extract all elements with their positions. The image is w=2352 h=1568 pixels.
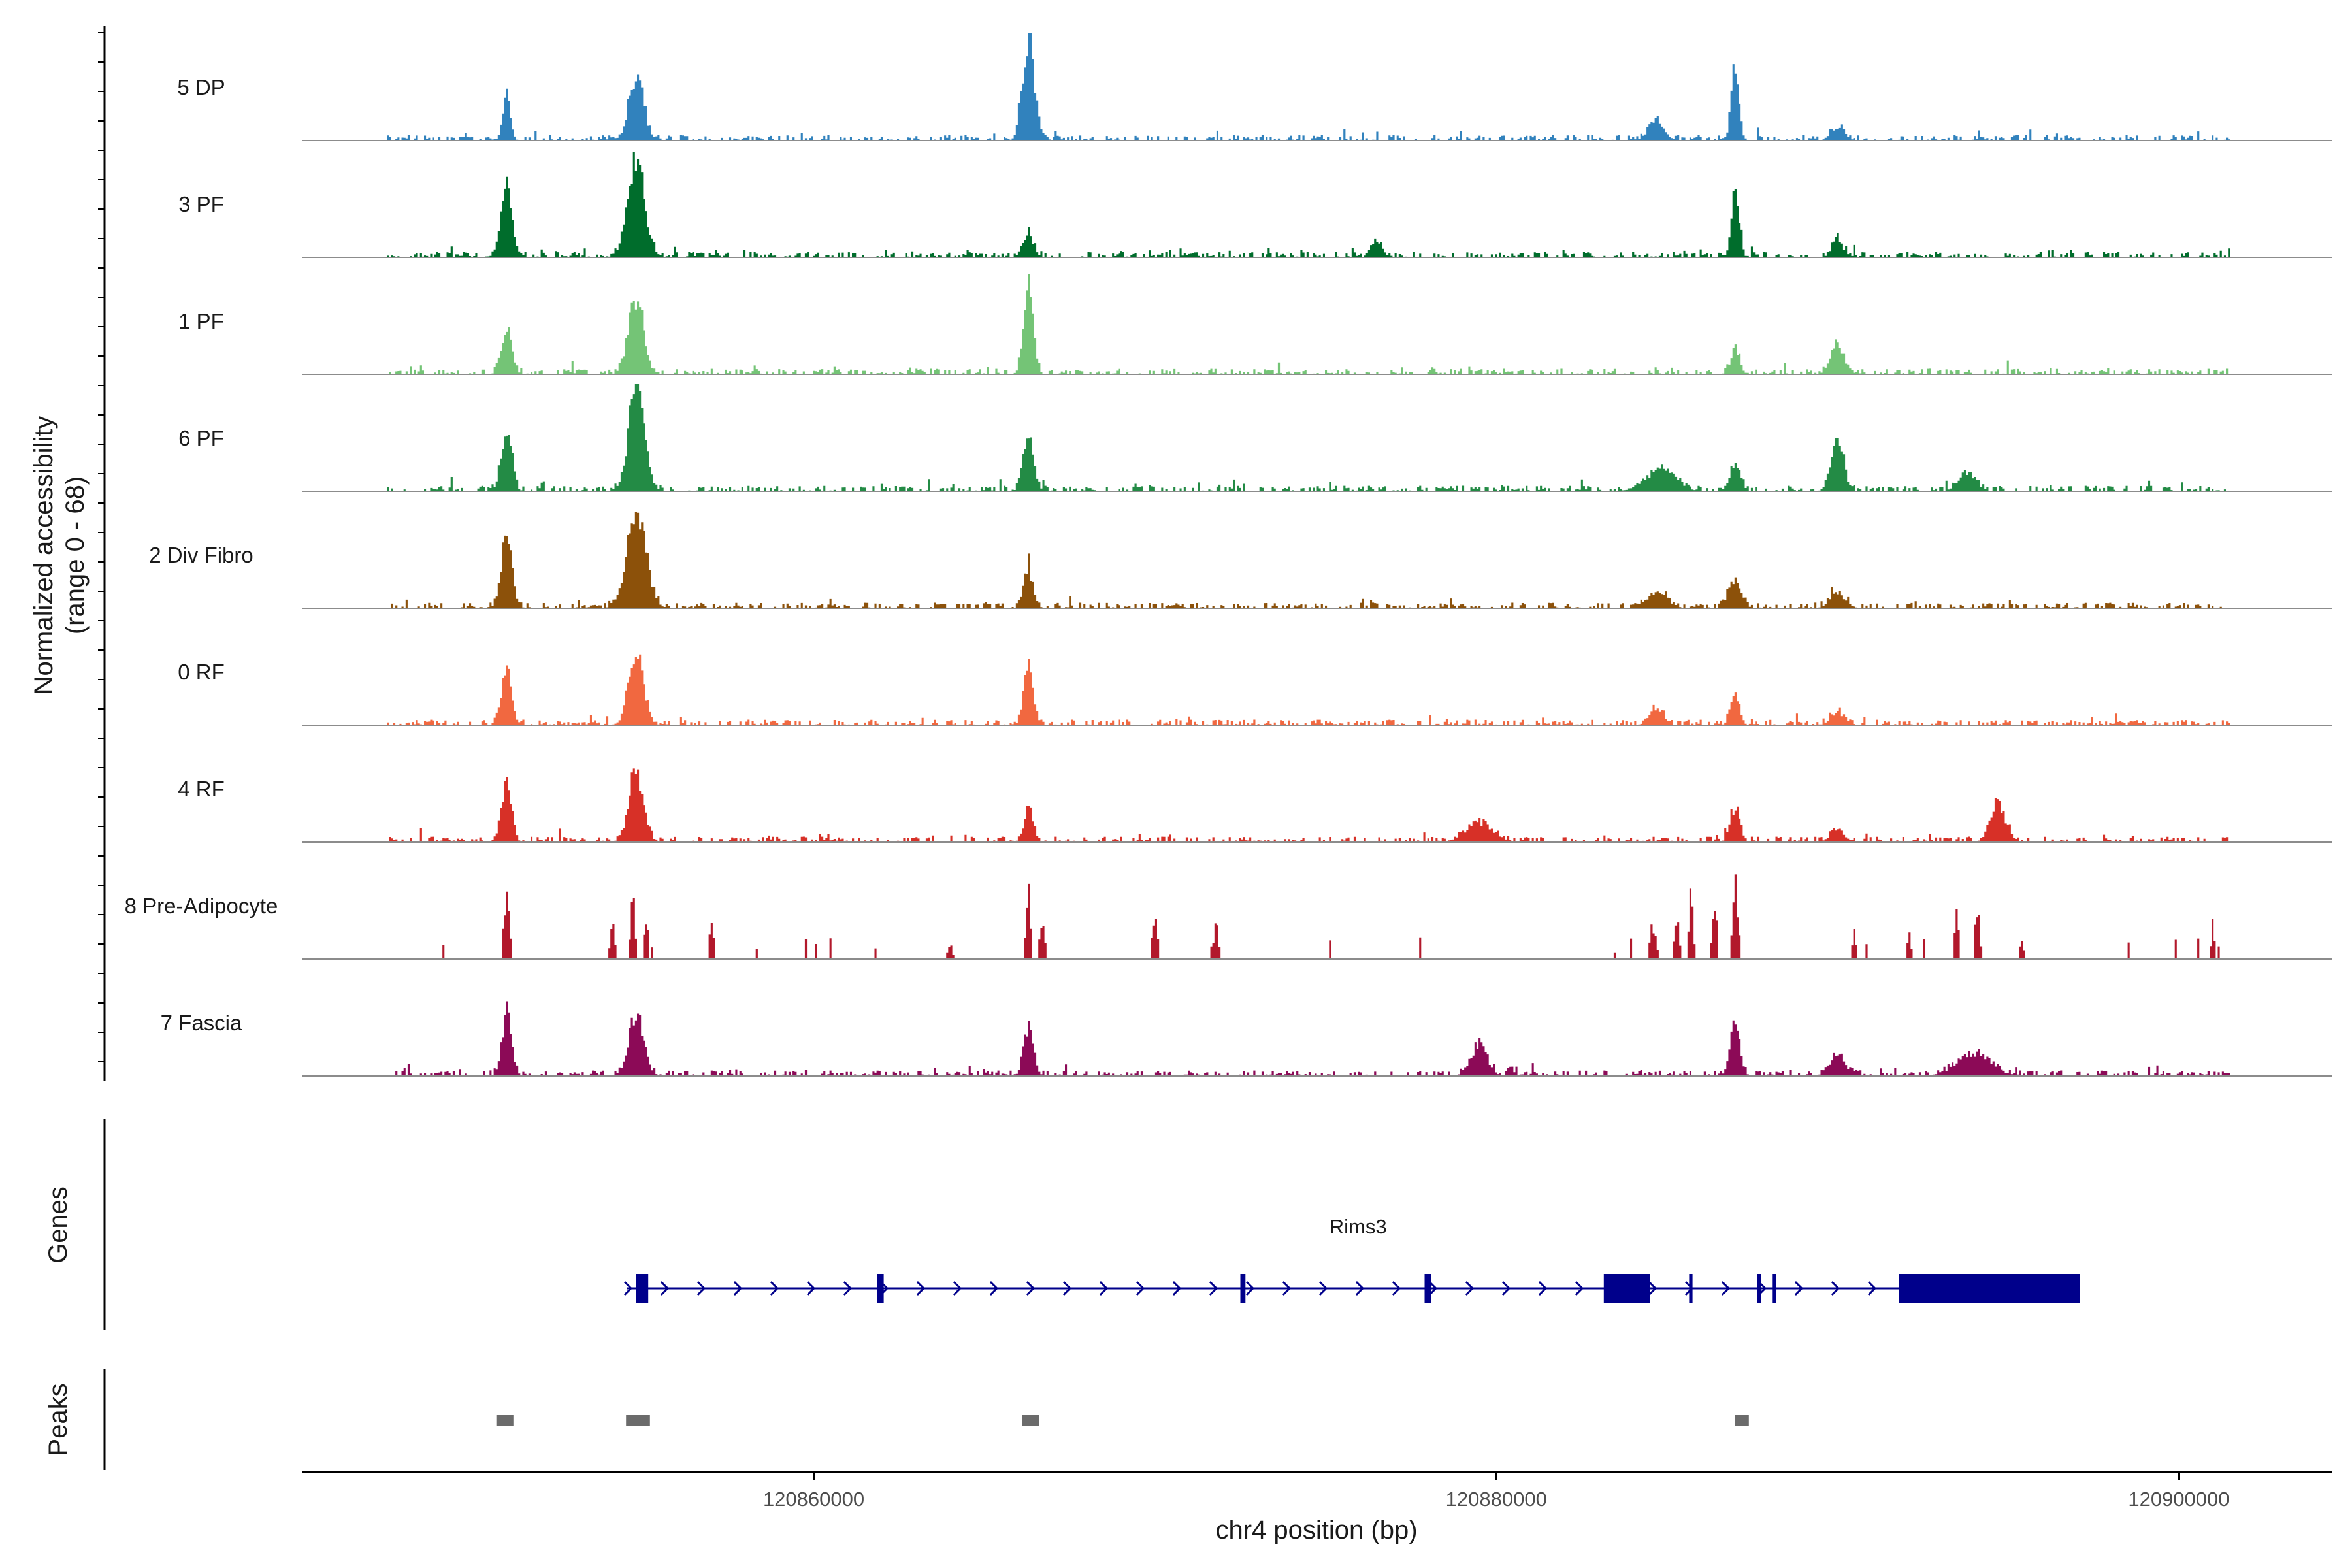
track-label: 0 RF [178,660,225,684]
x-tick-label: 120880000 [1446,1488,1547,1511]
coverage-tracks: 5 DP 3 PF 1 PF 6 PF 2 Div Fibro 0 RF 4 RF 8 Pre… [125,33,2332,1077]
strand-chevron [1575,1281,1584,1296]
gene-exon [1240,1274,1246,1303]
track-label: 4 RF [178,777,225,801]
coverage-y-ticks [98,32,105,1062]
strand-chevron [1794,1281,1804,1296]
track-3: 6 PF [178,384,2332,492]
peak-region [626,1415,650,1426]
gene-exon [1603,1274,1650,1303]
y-axis-title: Normalized accessibility (range 0 - 68) [29,416,90,695]
strand-chevron [1538,1281,1548,1296]
y-axis-title-line1: Normalized accessibility [29,416,58,695]
peak-region [496,1415,514,1426]
track-8: 7 Fascia [161,1001,2332,1077]
strand-chevron [1831,1281,1840,1296]
track-1: 3 PF [178,152,2332,258]
track-signal [387,152,2230,257]
strand-chevron [843,1281,853,1296]
track-signal [387,33,2230,140]
strand-chevron [916,1281,926,1296]
track-7: 8 Pre-Adipocyte [125,874,2332,960]
track-label: 1 PF [178,309,224,333]
genes-axis-title: Genes [44,1186,73,1264]
track-label: 6 PF [178,426,224,450]
strand-chevron [1245,1281,1255,1296]
strand-chevron [1757,1281,1767,1296]
track-signal [387,768,2230,842]
gene-exon [636,1274,649,1303]
peak-regions [496,1415,1749,1426]
strand-chevron [1465,1281,1475,1296]
strand-chevron [953,1281,962,1296]
strand-chevron [1099,1281,1109,1296]
gene-exon [1424,1274,1431,1303]
strand-chevron [1867,1281,1877,1296]
track-2: 1 PF [178,274,2332,375]
track-0: 5 DP [177,33,2332,141]
track-5: 0 RF [178,654,2332,726]
track-signal [387,874,2230,959]
peaks-axis-title: Peaks [44,1383,73,1456]
strand-chevron [1282,1281,1292,1296]
x-axis-title: chr4 position (bp) [1215,1516,1417,1544]
track-label: 2 Div Fibro [149,543,253,567]
track-label: 3 PF [178,192,224,216]
track-label: 5 DP [177,75,225,99]
strand-chevron [1172,1281,1182,1296]
track-label: 7 Fascia [161,1011,242,1035]
x-axis-ticks: 120860000 120880000 120900000 [763,1472,2230,1511]
track-signal [387,512,2230,608]
track-signal [387,1001,2230,1076]
gene-exon [1899,1274,2080,1303]
strand-chevron [1062,1281,1072,1296]
gene-exon [877,1274,884,1303]
strand-chevron [1392,1281,1401,1296]
strand-chevron [660,1281,670,1296]
strand-chevron [1209,1281,1218,1296]
y-axis-title-line2: (range 0 - 68) [61,476,90,634]
strand-chevron [1135,1281,1145,1296]
strand-chevron [696,1281,706,1296]
strand-chevron [1721,1281,1731,1296]
gene-model [623,1274,2080,1303]
peak-region [1022,1415,1039,1426]
gene-exon [1772,1274,1776,1303]
strand-chevron [770,1281,779,1296]
track-4: 2 Div Fibro [149,512,2332,609]
x-tick-label: 120900000 [2128,1488,2229,1511]
track-signal [387,384,2230,491]
gene-exon [1689,1274,1693,1303]
track-signal [387,654,2230,725]
gene-exon [1757,1274,1761,1303]
strand-chevron [1501,1281,1511,1296]
strand-chevron [1355,1281,1365,1296]
strand-chevron [806,1281,816,1296]
strand-chevron [1318,1281,1328,1296]
strand-chevron [989,1281,999,1296]
track-label: 8 Pre-Adipocyte [125,894,278,918]
strand-chevron [733,1281,743,1296]
strand-chevron [623,1281,633,1296]
peak-region [1735,1415,1749,1426]
strand-chevron [1428,1281,1438,1296]
strand-chevron [1648,1281,1658,1296]
gene-name-label: Rims3 [1330,1215,1387,1238]
track-signal [387,274,2230,374]
x-tick-label: 120860000 [763,1488,864,1511]
strand-chevron [1026,1281,1036,1296]
track-6: 4 RF [178,768,2332,843]
